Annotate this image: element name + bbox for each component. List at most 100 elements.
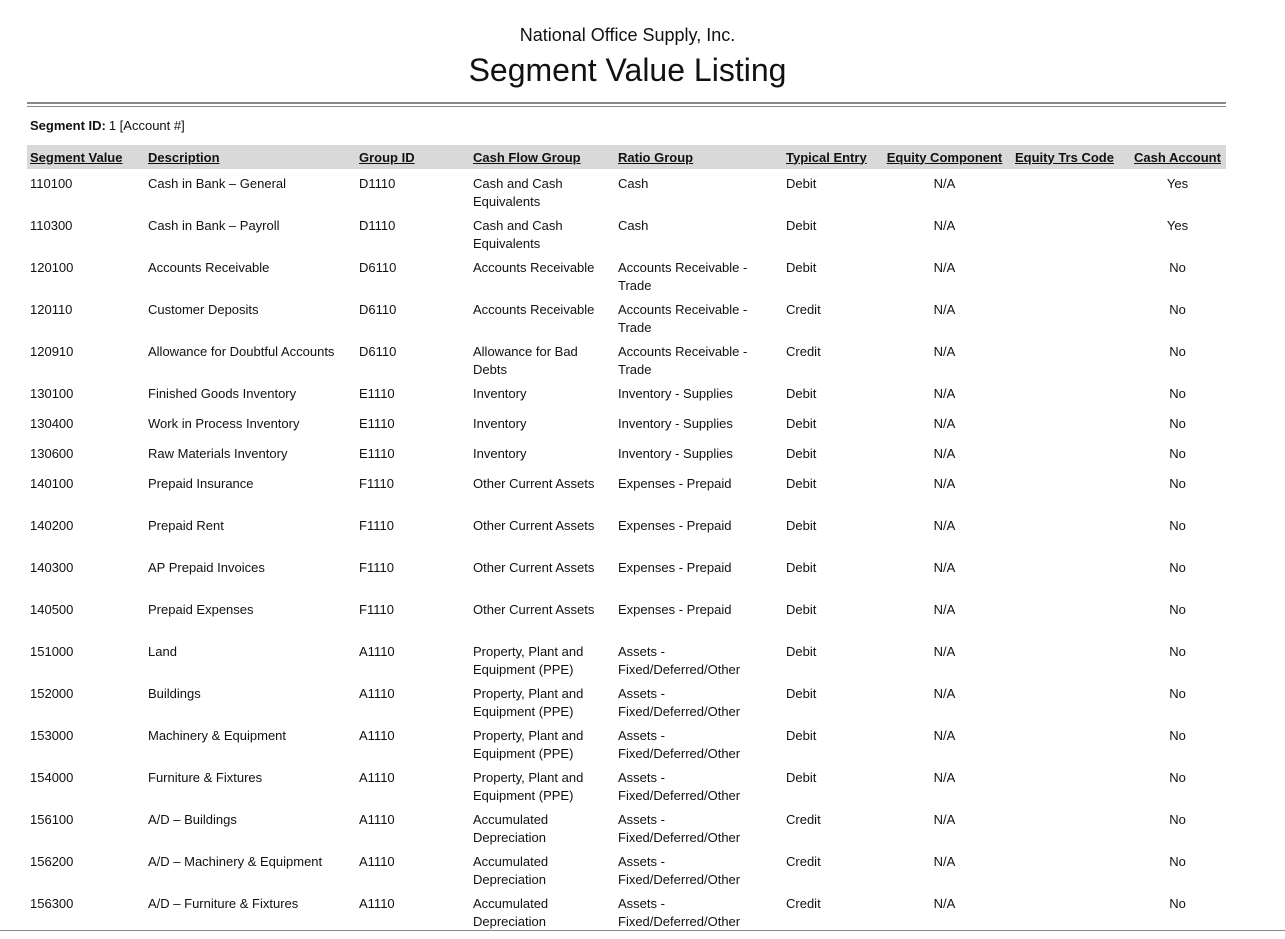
table-cell: No bbox=[1169, 644, 1186, 659]
table-cell: N/A bbox=[933, 260, 956, 275]
table-row: 120100 Accounts Receivable D6110 Accounts R… bbox=[27, 253, 1226, 295]
table-cell: F1110 bbox=[359, 518, 394, 533]
table-cell: Assets - Fixed/Deferred/Other bbox=[618, 896, 741, 929]
table-row: 154000 Furniture & Fixtures A1110 Property,… bbox=[27, 763, 1226, 805]
table-cell: 110300 bbox=[30, 218, 73, 233]
table-cell: A1110 bbox=[359, 896, 395, 911]
table-cell: D6110 bbox=[359, 302, 397, 317]
table-cell: Debit bbox=[786, 260, 817, 275]
table-cell: Debit bbox=[786, 476, 817, 491]
table-cell: Cash in Bank – Payroll bbox=[148, 218, 280, 233]
table-cell: Cash and Cash Equivalents bbox=[473, 176, 563, 209]
table-cell: Accumulated Depreciation bbox=[473, 854, 549, 887]
table-cell: N/A bbox=[933, 176, 956, 191]
table-cell: 140200 bbox=[30, 518, 74, 533]
table-row: 130100 Finished Goods Inventory E1110 Inven… bbox=[27, 379, 1226, 409]
table-cell: Debit bbox=[786, 602, 817, 617]
table-cell: N/A bbox=[933, 728, 956, 743]
table-cell: A1110 bbox=[359, 770, 395, 785]
table-cell: Assets - Fixed/Deferred/Other bbox=[618, 728, 741, 761]
table-row: 120910 Allowance for Doubtful Accounts D61… bbox=[27, 337, 1226, 379]
table-cell bbox=[1012, 637, 1129, 679]
table-cell bbox=[1012, 409, 1129, 439]
table-cell: F1110 bbox=[359, 560, 394, 575]
column-header: Ratio Group bbox=[615, 145, 783, 169]
column-header: Equity Trs Code bbox=[1012, 145, 1129, 169]
table-cell: Inventory - Supplies bbox=[618, 386, 733, 401]
table-cell: Accumulated Depreciation bbox=[473, 896, 549, 929]
table-cell: D1110 bbox=[359, 218, 396, 233]
table-cell: Furniture & Fixtures bbox=[148, 770, 263, 785]
table-cell: N/A bbox=[933, 518, 956, 533]
table-cell: Debit bbox=[786, 218, 817, 233]
table-cell: Expenses - Prepaid bbox=[618, 560, 732, 575]
table-cell: Debit bbox=[786, 560, 817, 575]
table-cell: 153000 bbox=[30, 728, 74, 743]
table-cell: Credit bbox=[786, 854, 821, 869]
segment-id: Segment ID: 1 [Account #] bbox=[30, 118, 185, 133]
table-cell: No bbox=[1169, 476, 1186, 491]
table-cell: Allowance for Doubtful Accounts bbox=[148, 344, 335, 359]
table-cell bbox=[1012, 337, 1129, 379]
table-cell: Cash in Bank – General bbox=[148, 176, 287, 191]
table-cell: Accounts Receivable - Trade bbox=[618, 344, 748, 377]
table-cell: 120910 bbox=[30, 344, 74, 359]
table-cell: Debit bbox=[786, 770, 817, 785]
table-row: 140200 Prepaid Rent F1110 Other Current Ass… bbox=[27, 511, 1226, 553]
table-cell: Property, Plant and Equipment (PPE) bbox=[473, 770, 584, 803]
table-row: 140100 Prepaid Insurance F1110 Other Curren… bbox=[27, 469, 1226, 511]
table-cell: 156300 bbox=[30, 896, 74, 911]
table-cell: No bbox=[1169, 386, 1186, 401]
table-cell: Accounts Receivable - Trade bbox=[618, 302, 748, 335]
table-cell bbox=[1012, 379, 1129, 409]
table-cell: Expenses - Prepaid bbox=[618, 602, 732, 617]
rule bbox=[27, 102, 1226, 104]
table-cell: Credit bbox=[786, 302, 821, 317]
table-cell: Assets - Fixed/Deferred/Other bbox=[618, 770, 741, 803]
table-cell: Yes bbox=[1166, 176, 1189, 191]
table-cell: No bbox=[1169, 518, 1186, 533]
table-row: 156200 A/D – Machinery & Equipment A1110 Ac… bbox=[27, 847, 1226, 889]
table-cell: A1110 bbox=[359, 854, 395, 869]
table-cell: Prepaid Expenses bbox=[148, 602, 254, 617]
page-edge bbox=[0, 930, 1285, 931]
table-cell: Expenses - Prepaid bbox=[618, 476, 732, 491]
table-cell bbox=[1012, 211, 1129, 253]
report-title: Segment Value Listing bbox=[468, 52, 787, 88]
column-header: Equity Component bbox=[877, 145, 1012, 169]
table-cell: Assets - Fixed/Deferred/Other bbox=[618, 686, 741, 719]
table-cell: N/A bbox=[933, 476, 956, 491]
column-header: Typical Entry bbox=[783, 145, 877, 169]
table-cell: Assets - Fixed/Deferred/Other bbox=[618, 812, 741, 845]
header-row: Segment Value Description Group ID Cash Flo… bbox=[27, 145, 1226, 169]
table-cell: Inventory - Supplies bbox=[618, 446, 733, 461]
column-header: Cash Account bbox=[1129, 145, 1226, 169]
segment-label: Segment ID: bbox=[30, 118, 106, 133]
segment-table: Segment Value Description Group ID Cash Flo… bbox=[27, 145, 1226, 931]
table-cell bbox=[1012, 889, 1129, 931]
table-cell: AP Prepaid Invoices bbox=[148, 560, 265, 575]
table-cell: Work in Process Inventory bbox=[148, 416, 300, 431]
table-cell: Other Current Assets bbox=[473, 476, 595, 491]
table-cell: Debit bbox=[786, 644, 817, 659]
table-cell: No bbox=[1169, 416, 1186, 431]
table-cell: Finished Goods Inventory bbox=[148, 386, 297, 401]
table-cell: Debit bbox=[786, 176, 817, 191]
table-cell bbox=[1012, 679, 1129, 721]
table-cell: 140100 bbox=[30, 476, 74, 491]
company-name: National Office Supply, Inc. bbox=[519, 25, 736, 45]
table-cell: A1110 bbox=[359, 728, 395, 743]
table-cell: N/A bbox=[933, 854, 956, 869]
table-cell: Assets - Fixed/Deferred/Other bbox=[618, 854, 741, 887]
table-cell: Inventory - Supplies bbox=[618, 416, 733, 431]
table-cell: Debit bbox=[786, 446, 817, 461]
table-cell: Other Current Assets bbox=[473, 518, 595, 533]
table-cell bbox=[1012, 553, 1129, 595]
table-cell: N/A bbox=[933, 602, 956, 617]
table-cell: N/A bbox=[933, 344, 956, 359]
table-row: 151000 Land A1110 Property, Plant and Equip… bbox=[27, 637, 1226, 679]
table-row: 156300 A/D – Furniture & Fixtures A1110 Acc… bbox=[27, 889, 1226, 931]
table-cell: A/D – Furniture & Fixtures bbox=[148, 896, 299, 911]
